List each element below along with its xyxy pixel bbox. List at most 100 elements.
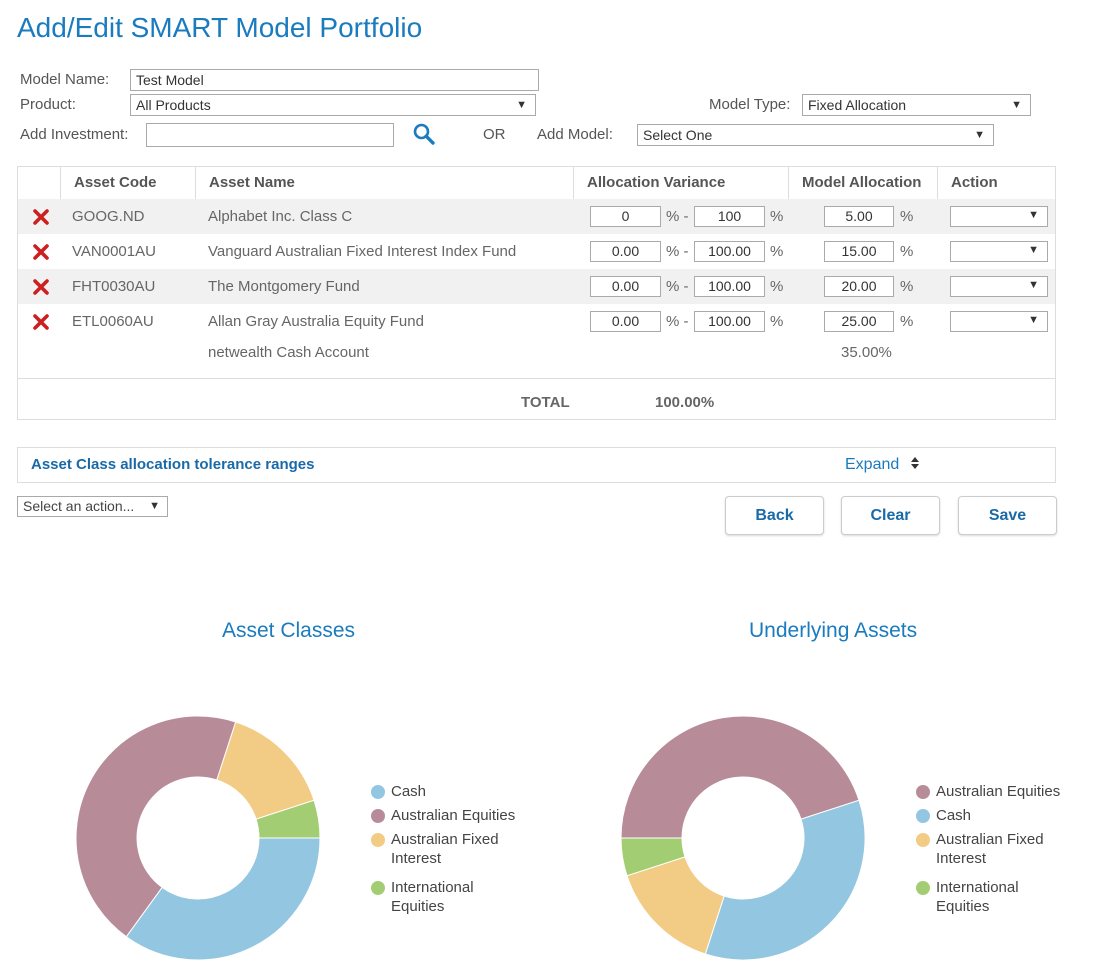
legend-swatch: [916, 809, 930, 823]
add-investment-label: Add Investment:: [20, 126, 129, 143]
variance-min-input[interactable]: 0: [590, 206, 661, 227]
asset-name: Alphabet Inc. Class C: [208, 208, 353, 225]
table-row: GOOG.ND Alphabet Inc. Class C 0 % - 100 …: [18, 199, 1055, 234]
clear-button[interactable]: Clear: [841, 496, 940, 535]
total-divider: [18, 378, 1055, 379]
donut-slice-cash[interactable]: [704, 799, 866, 961]
asset-name: Vanguard Australian Fixed Interest Index…: [208, 243, 517, 260]
variance-min-input[interactable]: 0.00: [590, 241, 661, 262]
expand-link[interactable]: Expand: [845, 456, 920, 474]
asset-name: Allan Gray Australia Equity Fund: [208, 313, 424, 330]
chevron-down-icon: ▼: [974, 129, 985, 141]
add-model-select-value: Select One: [643, 127, 713, 143]
product-select-value: All Products: [136, 97, 211, 113]
delete-icon[interactable]: [32, 208, 50, 226]
percent-sign: %: [770, 208, 784, 225]
delete-icon[interactable]: [32, 278, 50, 296]
donut-slice-international-equities[interactable]: [620, 837, 686, 877]
column-header-delete: [18, 167, 60, 199]
table-row: ETL0060AU Allan Gray Australia Equity Fu…: [18, 304, 1055, 339]
legend-label: Australian Fixed Interest: [391, 831, 499, 867]
table-row: FHT0030AU The Montgomery Fund 0.00 % - 1…: [18, 269, 1055, 304]
donut-slice-international-equities[interactable]: [255, 799, 321, 839]
add-model-label: Add Model:: [537, 126, 613, 143]
add-model-select[interactable]: Select One ▼: [637, 124, 994, 146]
save-button[interactable]: Save: [958, 496, 1057, 535]
donut-slice-australian-equities[interactable]: [620, 715, 860, 839]
row-action-select[interactable]: ▼: [950, 311, 1048, 332]
underlying-assets-donut-chart: [620, 715, 866, 961]
total-value: 100.00%: [655, 394, 715, 411]
page-title: Add/Edit SMART Model Portfolio: [17, 12, 423, 43]
cash-account-name: netwealth Cash Account: [208, 344, 369, 361]
asset-code: VAN0001AU: [72, 243, 156, 260]
model-allocation-input[interactable]: 25.00: [824, 311, 894, 332]
variance-max-input[interactable]: 100.00: [694, 241, 765, 262]
asset-allocation-table: Asset Code Asset Name Allocation Varianc…: [17, 166, 1056, 420]
legend-label: Cash: [936, 807, 972, 824]
product-select[interactable]: All Products ▼: [130, 94, 536, 116]
legend-label: International Equities: [391, 879, 474, 915]
chevron-down-icon: ▼: [1028, 244, 1039, 256]
column-header-asset-code: Asset Code: [60, 167, 195, 199]
variance-min-input[interactable]: 0.00: [590, 276, 661, 297]
sort-arrows-icon: [910, 457, 919, 469]
model-allocation-input[interactable]: 15.00: [824, 241, 894, 262]
search-icon[interactable]: [412, 122, 436, 146]
legend-label: Australian Equities: [936, 783, 1061, 800]
row-action-select[interactable]: ▼: [950, 276, 1048, 297]
variance-max-input[interactable]: 100: [694, 206, 765, 227]
model-name-label: Model Name:: [20, 71, 110, 88]
asset-code: ETL0060AU: [72, 313, 154, 330]
variance-max-input[interactable]: 100.00: [694, 276, 765, 297]
underlying-assets-legend: Australian Equities Cash Australian Fixed …: [916, 782, 1095, 915]
legend-swatch: [371, 881, 385, 895]
donut-slice-cash[interactable]: [125, 837, 321, 961]
model-allocation-input[interactable]: 20.00: [824, 276, 894, 297]
chart-title-asset-classes: Asset Classes: [222, 619, 356, 642]
column-header-action: Action: [937, 167, 1055, 199]
percent-sign: %: [900, 208, 914, 225]
tolerance-title: Asset Class allocation tolerance ranges: [31, 456, 315, 473]
chevron-down-icon: ▼: [1028, 209, 1039, 221]
percent-sign: %: [770, 243, 784, 260]
delete-icon[interactable]: [32, 243, 50, 261]
legend-label: Australian Equities: [391, 807, 516, 824]
legend-swatch: [371, 809, 385, 823]
total-label: TOTAL: [521, 394, 570, 411]
asset-code: FHT0030AU: [72, 278, 156, 295]
model-type-select[interactable]: Fixed Allocation ▼: [802, 94, 1031, 116]
variance-max-input[interactable]: 100.00: [694, 311, 765, 332]
action-select[interactable]: Select an action... ▼: [17, 496, 168, 517]
row-action-select[interactable]: ▼: [950, 241, 1048, 262]
percent-sign: %: [900, 243, 914, 260]
column-header-allocation-variance: Allocation Variance: [573, 167, 788, 199]
legend-swatch: [371, 833, 385, 847]
cash-row: netwealth Cash Account 35.00%: [18, 337, 1055, 369]
percent-sign: %: [770, 313, 784, 330]
chevron-down-icon: ▼: [1028, 279, 1039, 291]
legend-label: Cash: [391, 783, 427, 800]
row-action-select[interactable]: ▼: [950, 206, 1048, 227]
percent-sign: %: [770, 278, 784, 295]
delete-icon[interactable]: [32, 313, 50, 331]
model-allocation-input[interactable]: 5.00: [824, 206, 894, 227]
asset-classes-legend: Cash Australian Equities Australian Fixed …: [371, 782, 561, 915]
model-type-label: Model Type:: [709, 96, 791, 113]
variance-min-input[interactable]: 0.00: [590, 311, 661, 332]
add-investment-input[interactable]: [146, 123, 394, 147]
product-label: Product:: [20, 96, 76, 113]
donut-slice-australian-equities[interactable]: [75, 715, 237, 938]
chart-title-underlying-assets: Underlying Assets: [749, 619, 918, 642]
back-button[interactable]: Back: [725, 496, 824, 535]
range-separator: % -: [666, 208, 689, 225]
legend-swatch: [916, 833, 930, 847]
asset-code: GOOG.ND: [72, 208, 145, 225]
chevron-down-icon: ▼: [1011, 99, 1022, 111]
expand-label: Expand: [845, 456, 900, 473]
percent-sign: %: [900, 313, 914, 330]
range-separator: % -: [666, 313, 689, 330]
chevron-down-icon: ▼: [1028, 314, 1039, 326]
range-separator: % -: [666, 278, 689, 295]
model-name-input[interactable]: Test Model: [130, 69, 539, 91]
